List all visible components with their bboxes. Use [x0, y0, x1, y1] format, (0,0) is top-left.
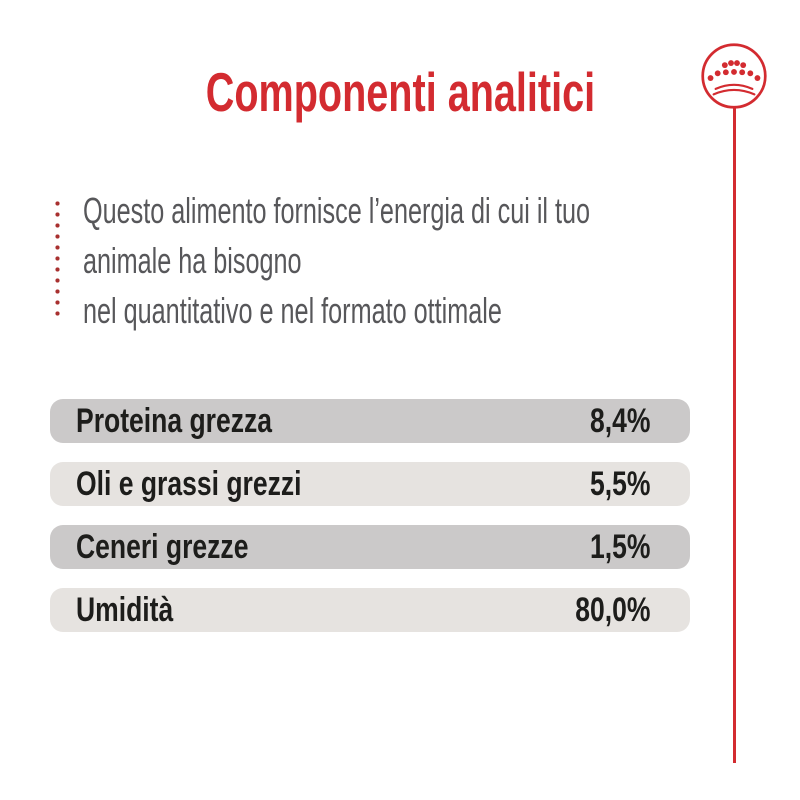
row-label: Umidità: [76, 591, 174, 629]
analytical-components-table: Proteina grezza 8,4% Oli e grassi grezzi…: [50, 399, 690, 651]
description: Questo alimento fornisce l’energia di cu…: [83, 186, 800, 336]
description-line: animale ha bisogno: [83, 240, 302, 281]
vertical-accent-line: [733, 108, 736, 763]
header: Componenti analitici: [0, 62, 800, 123]
description-line: nel quantitativo e nel formato ottimale: [83, 290, 502, 331]
row-label: Oli e grassi grezzi: [76, 465, 302, 503]
crown-logo-icon: [700, 42, 768, 110]
table-row: Proteina grezza 8,4%: [50, 399, 690, 443]
row-value: 5,5%: [589, 465, 650, 503]
row-value: 80,0%: [574, 591, 650, 629]
table-row: Umidità 80,0%: [50, 588, 690, 632]
row-label: Proteina grezza: [76, 402, 273, 440]
row-label: Ceneri grezze: [76, 528, 249, 566]
dotted-accent-line: [55, 198, 60, 322]
table-row: Oli e grassi grezzi 5,5%: [50, 462, 690, 506]
table-row: Ceneri grezze 1,5%: [50, 525, 690, 569]
page-title: Componenti analitici: [205, 61, 595, 123]
row-value: 8,4%: [589, 402, 650, 440]
row-value: 1,5%: [589, 528, 650, 566]
description-line: Questo alimento fornisce l’energia di cu…: [83, 190, 591, 231]
